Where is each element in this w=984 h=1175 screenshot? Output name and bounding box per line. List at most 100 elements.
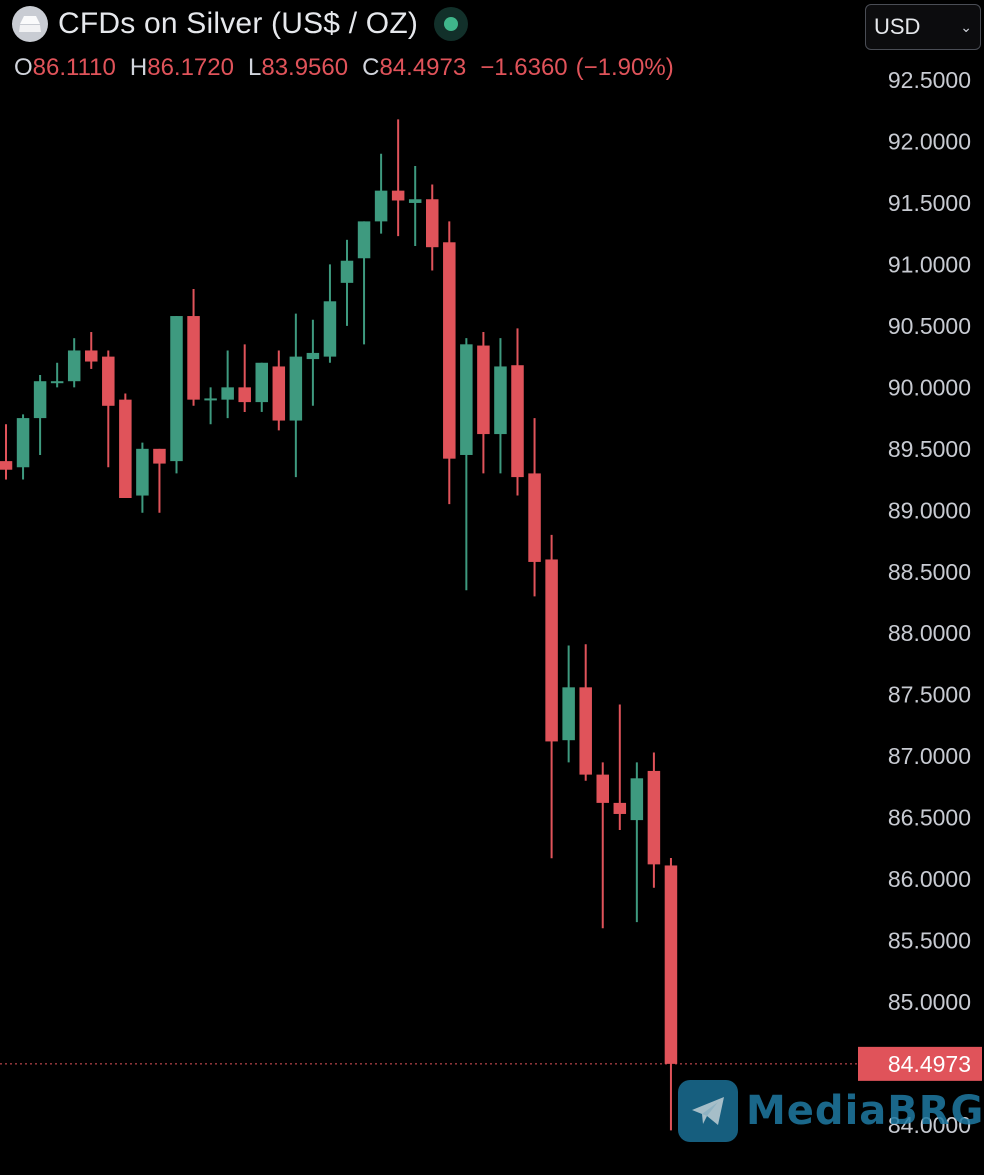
candle-body <box>136 448 149 496</box>
symbol-title[interactable]: CFDs on Silver (US$ / OZ) <box>58 7 419 40</box>
open-value: 86.1110 <box>32 54 116 81</box>
candle-body <box>511 365 524 478</box>
y-tick-label: 88.5000 <box>888 559 971 585</box>
candle <box>426 184 439 271</box>
candle-body <box>119 399 132 498</box>
candle <box>357 221 371 345</box>
candle <box>289 313 303 478</box>
candle <box>408 166 422 246</box>
candle <box>204 387 217 425</box>
y-tick-label: 87.0000 <box>888 743 971 769</box>
y-tick-label: 89.0000 <box>888 497 971 523</box>
y-tick-label: 92.0000 <box>888 128 971 154</box>
candle-body <box>85 350 98 362</box>
candle <box>187 289 200 406</box>
candle <box>153 448 166 513</box>
currency-value: USD <box>874 14 921 39</box>
candle-body <box>289 356 303 421</box>
candle <box>613 704 627 830</box>
y-tick-label: 86.5000 <box>888 805 971 831</box>
candle <box>579 644 592 781</box>
candle <box>67 338 81 388</box>
candle <box>494 338 507 474</box>
candle <box>545 534 558 859</box>
last-price-label: 84.4973 <box>888 1051 971 1077</box>
candle <box>391 119 405 237</box>
candle <box>272 350 286 431</box>
candle-body <box>67 350 81 382</box>
candle-body <box>323 301 337 357</box>
candle <box>255 362 268 412</box>
watermark-text: MediaBRG <box>746 1088 984 1134</box>
candle-body <box>16 418 30 468</box>
chart-header: CFDs on Silver (US$ / OZ) <box>12 6 469 42</box>
last-price-tag <box>858 1046 982 1081</box>
candle-body <box>272 366 286 421</box>
candle-body <box>255 362 268 403</box>
candle-body <box>647 770 661 865</box>
candle <box>596 762 609 929</box>
y-tick-label: 88.0000 <box>888 620 971 646</box>
candle-body <box>545 559 558 742</box>
y-tick-label: 85.5000 <box>888 928 971 954</box>
candle <box>664 857 678 1131</box>
candle-body <box>50 381 64 384</box>
y-tick-label: 91.5000 <box>888 190 971 216</box>
candle-body <box>391 190 405 201</box>
candle <box>221 350 234 419</box>
market-status-dot <box>444 17 459 31</box>
candle <box>136 442 149 513</box>
last-price-layer: 84.4973 <box>0 1046 982 1081</box>
candle-body <box>204 398 217 401</box>
y-tick-label: 86.0000 <box>888 866 971 892</box>
low-value: 83.9560 <box>261 54 349 81</box>
candle <box>306 319 320 406</box>
candle-body <box>443 242 456 459</box>
candle <box>647 752 661 888</box>
candle-body <box>528 473 541 562</box>
candle <box>443 221 456 505</box>
candle <box>33 375 47 455</box>
close-value: 84.4973 <box>379 54 467 81</box>
high-value: 86.1720 <box>147 54 234 81</box>
candle-body <box>426 199 439 248</box>
candle-body <box>374 190 388 222</box>
candle-body <box>221 387 234 400</box>
candle <box>102 350 115 468</box>
candle-body <box>170 316 183 462</box>
ohlc-legend: O 86.1110 H 86.1720 L 83.9560 C 84.4973 … <box>14 54 682 82</box>
candle <box>0 424 13 480</box>
candle-body <box>408 199 422 203</box>
y-tick-label: 92.5000 <box>888 67 971 93</box>
close-label: C <box>362 54 380 81</box>
candle-body <box>153 448 166 464</box>
candle <box>528 418 541 597</box>
candle-body <box>0 461 13 470</box>
candle <box>85 332 98 369</box>
candle <box>340 239 354 326</box>
candle <box>511 328 524 496</box>
candle-body <box>187 316 200 400</box>
candle-body <box>596 774 609 803</box>
change-percent: (−1.90%) <box>575 54 674 81</box>
candle-body <box>238 387 251 403</box>
y-tick-label: 91.0000 <box>888 251 971 277</box>
candle-body <box>460 344 473 455</box>
candle-body <box>33 381 47 419</box>
candle <box>562 645 575 763</box>
y-axis: 92.5000 92.0000 91.5000 91.0000 90.5000 90.00… <box>888 67 971 1138</box>
candle-body <box>357 221 371 259</box>
high-label: H <box>129 54 148 81</box>
candle <box>119 393 132 498</box>
candle-body <box>613 802 627 814</box>
candle-body <box>306 352 320 360</box>
y-tick-label: 89.5000 <box>888 436 971 462</box>
market-open-dot-icon <box>434 7 469 41</box>
candle <box>16 414 30 480</box>
y-tick-label: 90.0000 <box>888 374 971 400</box>
y-tick-label: 84.0000 <box>888 1112 971 1138</box>
candle <box>374 153 388 234</box>
currency-select[interactable]: USD ⌄ <box>865 4 981 50</box>
candle-body <box>562 687 575 741</box>
